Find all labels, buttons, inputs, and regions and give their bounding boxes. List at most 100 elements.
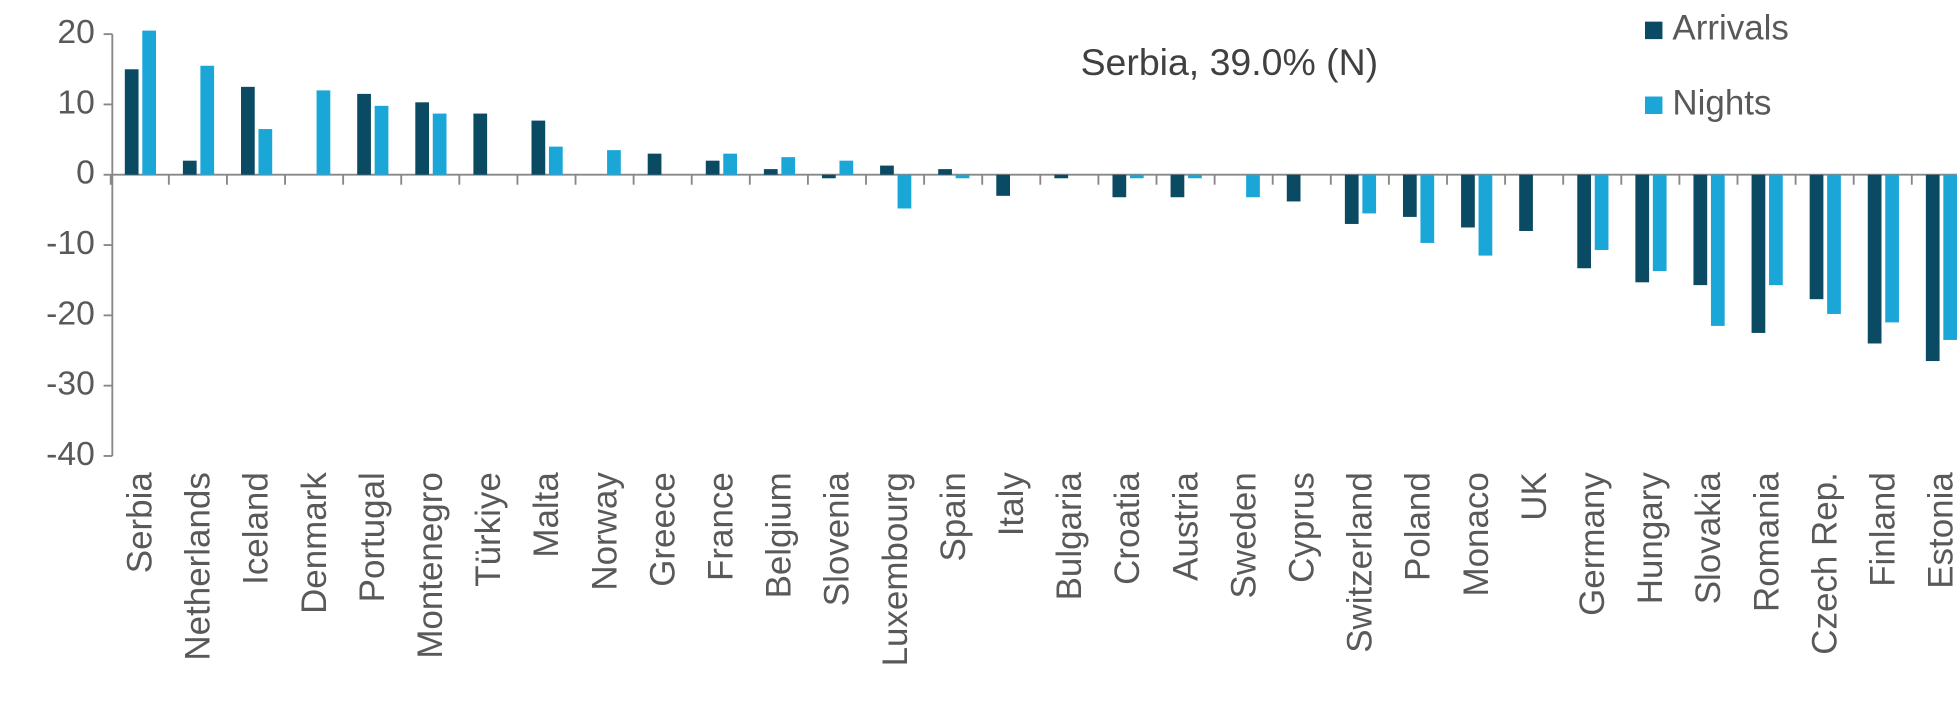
bar: [1594, 174, 1609, 250]
bar: [1170, 174, 1185, 198]
bar: [316, 90, 331, 175]
legend-swatch: [1644, 21, 1663, 40]
y-tick-label: 0: [76, 155, 95, 192]
x-tick-label: Cyprus: [1282, 472, 1321, 583]
bar: [415, 102, 430, 175]
legend-swatch: [1644, 96, 1663, 114]
x-tick-label: Luxembourg: [876, 472, 915, 666]
bar: [142, 30, 157, 175]
bar: [1519, 174, 1533, 231]
x-tick-label: Greece: [643, 472, 682, 587]
bar: [258, 129, 273, 175]
bar: [1188, 174, 1202, 179]
x-tick-label: Slovakia: [1689, 472, 1728, 605]
bar: [1652, 174, 1667, 272]
x-tick-label: Netherlands: [179, 472, 218, 660]
bar: [1885, 174, 1899, 323]
bar: [1054, 174, 1069, 179]
bar: [1577, 174, 1591, 269]
bar: [1925, 174, 1940, 362]
bar: [607, 150, 621, 175]
x-tick-label: Monaco: [1457, 472, 1496, 596]
bar: [1461, 174, 1475, 228]
bar: [647, 153, 662, 175]
bar: [1751, 174, 1766, 333]
bar: [548, 146, 563, 175]
y-tick-label: -40: [46, 436, 95, 473]
bar: [763, 169, 778, 175]
legend-label: Nights: [1672, 83, 1771, 122]
bar: [1827, 174, 1841, 314]
x-tick-label: Estonia: [1922, 472, 1957, 589]
bar: [938, 169, 952, 175]
x-tick-label: Montenegro: [411, 472, 450, 658]
x-tick-label: Austria: [1166, 472, 1205, 581]
x-tick-label: Serbia: [121, 472, 160, 574]
x-tick-label: Croatia: [1108, 472, 1147, 585]
bar: [705, 160, 720, 175]
bar: [996, 174, 1011, 196]
bar: [1402, 174, 1417, 217]
x-tick-label: Germany: [1573, 472, 1612, 616]
y-tick-label: -20: [46, 295, 95, 332]
bar: [1286, 174, 1301, 202]
bar: [1943, 174, 1957, 340]
x-tick-label: Iceland: [237, 472, 276, 585]
bar: [531, 120, 546, 175]
bar: [1129, 174, 1144, 179]
bar: [1867, 174, 1882, 344]
y-tick-label: 20: [57, 14, 94, 51]
bar: [1420, 174, 1435, 243]
bar: [1246, 174, 1260, 198]
bar: [124, 69, 139, 175]
bar: [432, 113, 447, 175]
x-tick-label: Italy: [992, 472, 1031, 537]
x-tick-label: Spain: [934, 472, 973, 561]
bar: [374, 105, 389, 175]
bar: [1635, 174, 1650, 283]
bar: [1112, 174, 1127, 198]
x-tick-label: France: [702, 472, 741, 581]
x-tick-label: Bulgaria: [1050, 472, 1089, 601]
x-tick-label: UK: [1515, 472, 1554, 521]
bar: [880, 165, 894, 175]
annotation: Serbia, 39.0% (N): [1081, 41, 1379, 83]
bar: [955, 174, 970, 179]
y-tick-label: -10: [46, 225, 95, 262]
bar: [182, 160, 197, 175]
x-tick-label: Türkiye: [469, 472, 508, 587]
bar: [473, 113, 488, 175]
bar: [357, 93, 371, 175]
x-tick-label: Denmark: [295, 472, 334, 614]
bar: [1769, 174, 1783, 286]
y-tick-label: 10: [57, 84, 94, 121]
x-tick-label: Sweden: [1224, 472, 1263, 598]
bar: [839, 160, 854, 175]
x-tick-label: Malta: [527, 472, 566, 558]
x-tick-label: Hungary: [1631, 472, 1670, 605]
x-tick-label: Czech Rep.: [1805, 472, 1844, 655]
x-tick-label: Switzerland: [1341, 472, 1380, 653]
x-tick-label: Romania: [1747, 472, 1786, 612]
bar: [1710, 174, 1725, 326]
bar: [821, 174, 836, 179]
x-tick-label: Slovenia: [818, 472, 857, 607]
bar: [200, 65, 215, 175]
bar: [1809, 174, 1824, 300]
bar: [1362, 174, 1377, 214]
bar: [1693, 174, 1708, 286]
bar: [1478, 174, 1493, 256]
y-tick-label: -30: [46, 366, 95, 403]
bar: [241, 86, 255, 175]
x-tick-label: Norway: [585, 472, 624, 591]
x-tick-label: Portugal: [353, 472, 392, 602]
x-tick-label: Belgium: [760, 472, 799, 598]
legend-label: Arrivals: [1672, 9, 1788, 48]
bar: [1344, 174, 1359, 224]
x-tick-label: Poland: [1399, 472, 1438, 581]
x-tick-label: Finland: [1863, 472, 1902, 587]
bar: [723, 153, 737, 175]
bar: [781, 157, 796, 175]
bar: [897, 174, 912, 209]
